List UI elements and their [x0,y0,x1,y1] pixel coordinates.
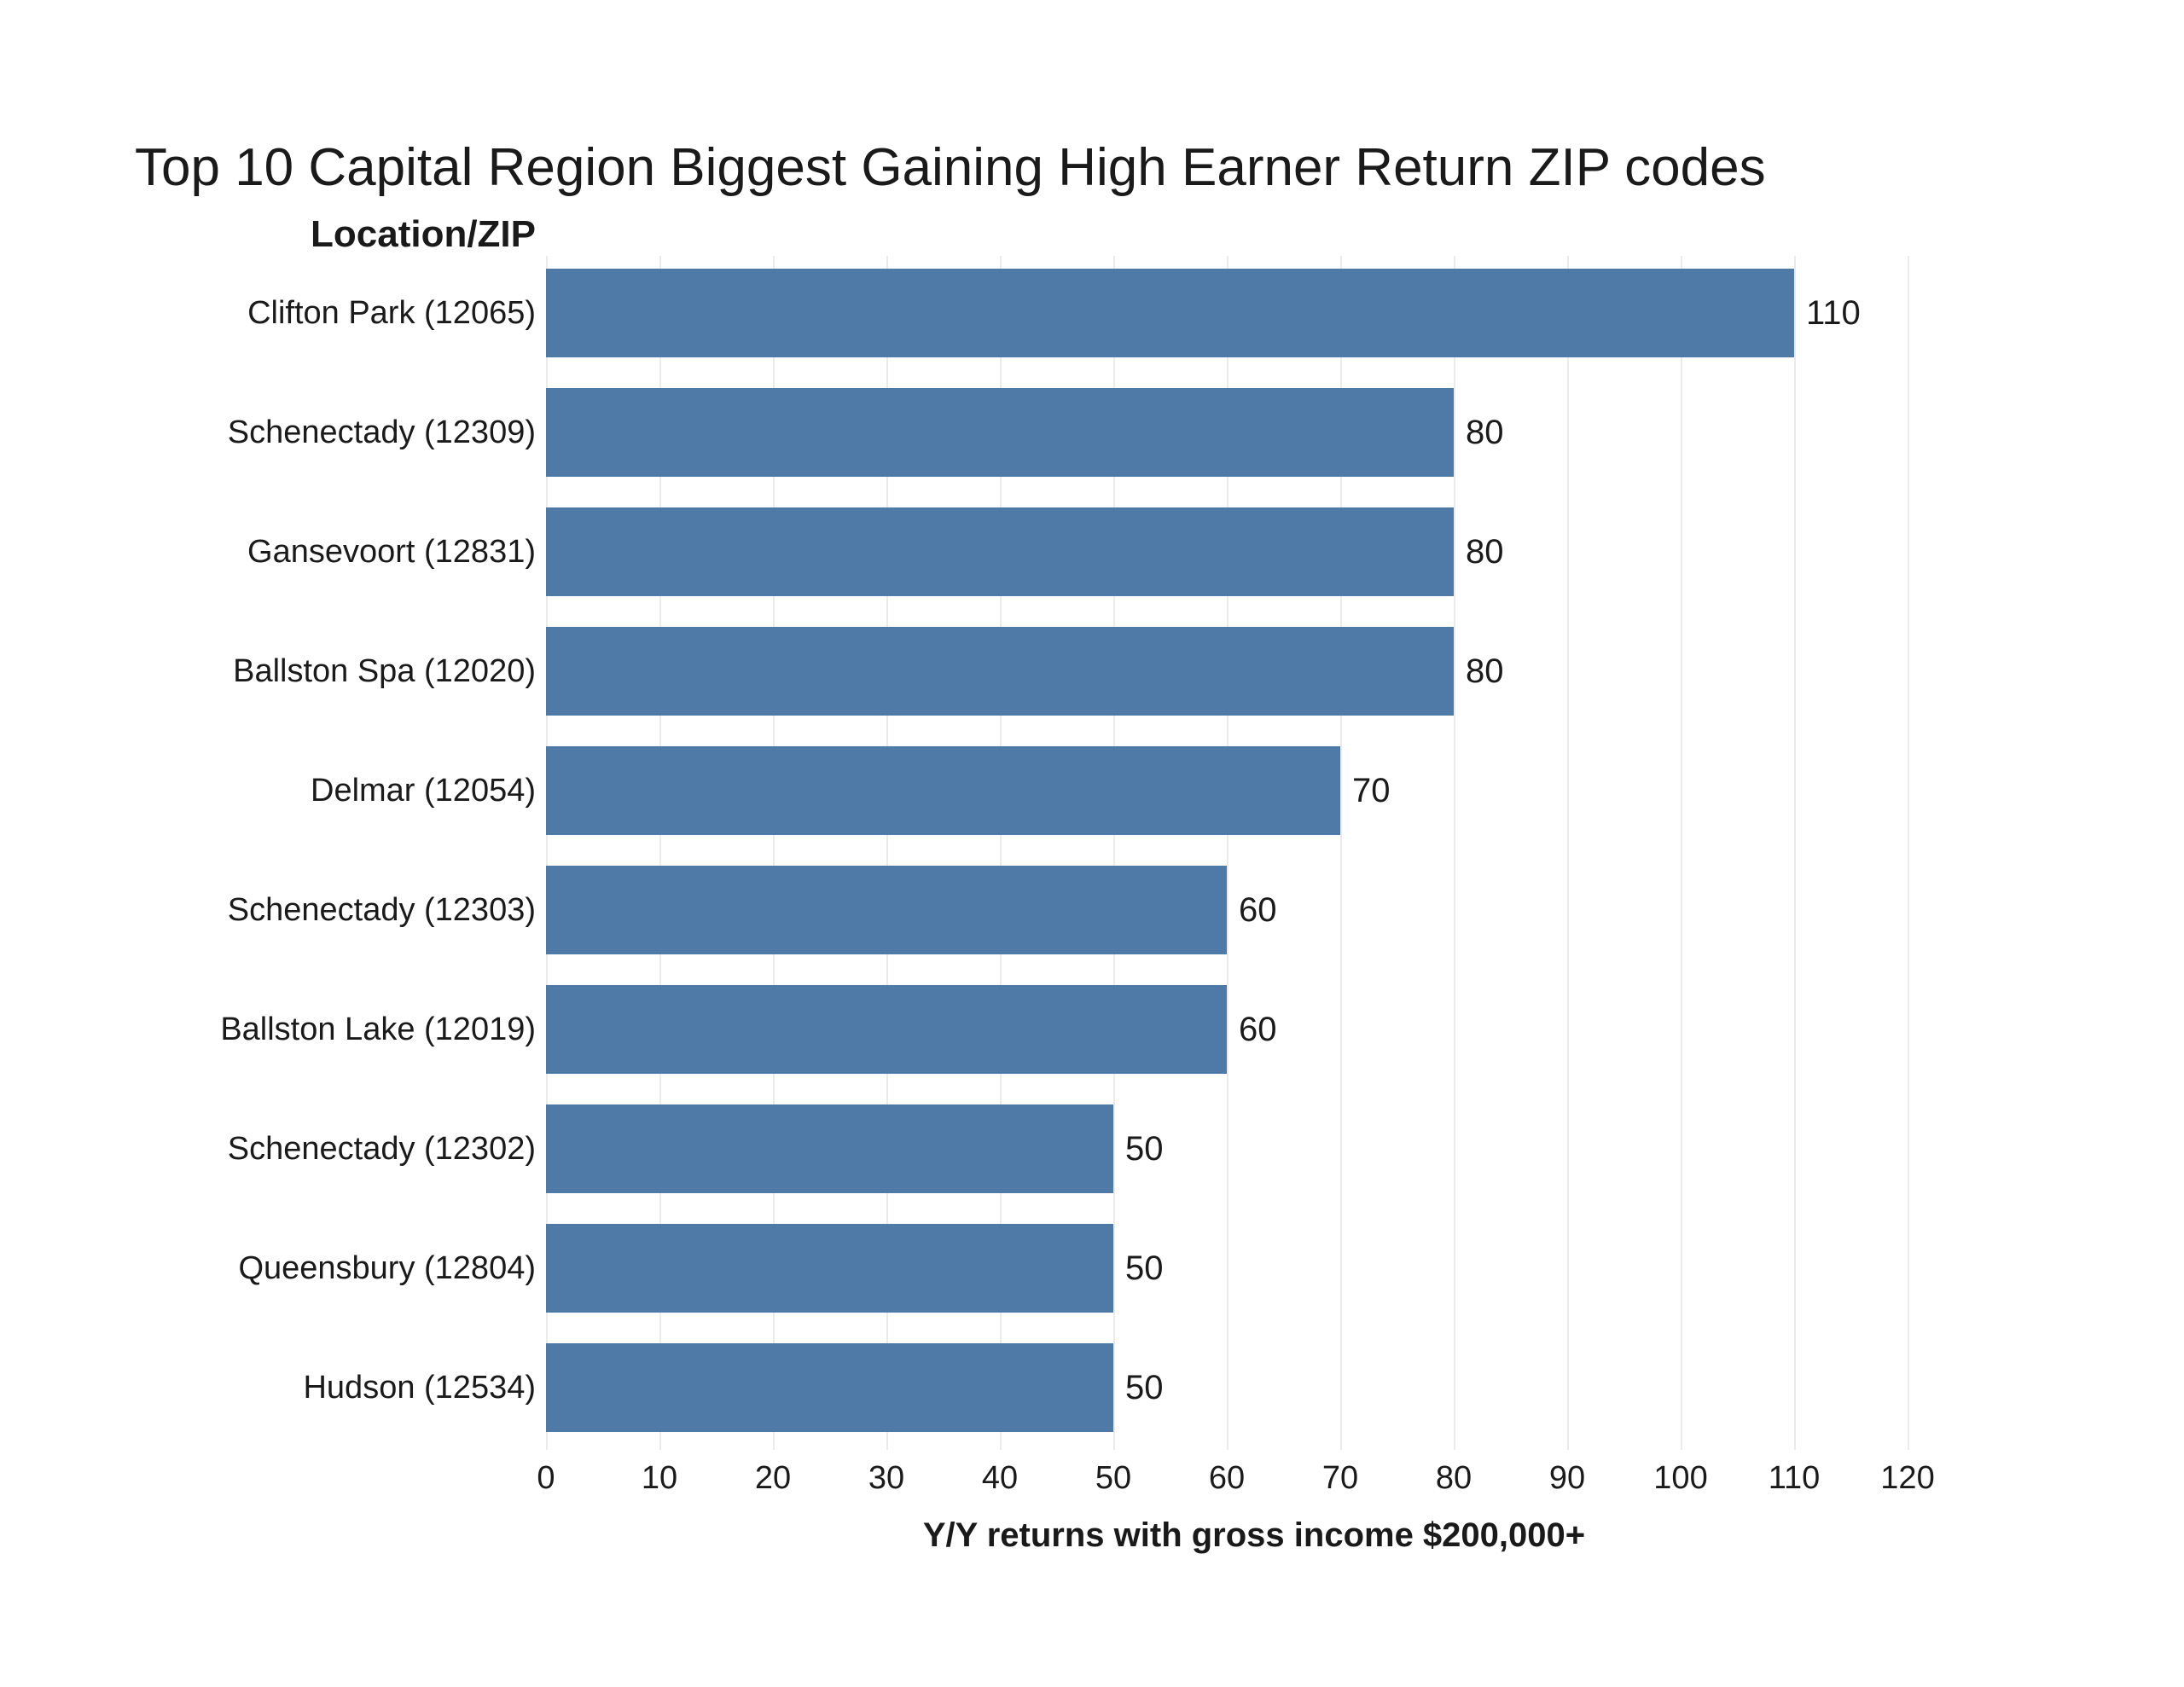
x-axis-title: Y/Y returns with gross income $200,000+ [922,1516,1586,1554]
bar-row: 80 [546,388,1504,477]
bar-value-label: 60 [1239,1010,1277,1048]
category-label: Schenectady (12303) [227,891,536,928]
bar-Schenectady (12309) [546,388,1454,477]
x-tick-label-70: 70 [1321,1460,1359,1496]
category-label: Schenectady (12309) [227,414,536,450]
bar-row: 110 [546,269,1861,357]
gridline-x-110 [1794,256,1796,1450]
x-tick-label-60: 60 [1208,1460,1246,1496]
bar-row: 60 [546,866,1277,954]
category-label: Ballston Spa (12020) [233,652,536,689]
x-tick-label-50: 50 [1095,1460,1132,1496]
gridline-x-100 [1681,256,1682,1450]
bar-Schenectady (12302) [546,1104,1113,1193]
bar-Gansevoort (12831) [546,507,1454,596]
bar-Ballston Lake (12019) [546,985,1227,1074]
bar-Schenectady (12303) [546,866,1227,954]
bar-value-label: 50 [1125,1129,1164,1168]
bar-row: 50 [546,1224,1164,1313]
bar-value-label: 50 [1125,1249,1164,1287]
bar-row: 50 [546,1104,1164,1193]
chart-title: Top 10 Capital Region Biggest Gaining Hi… [135,138,1766,197]
gridline-x-120 [1908,256,1909,1450]
bar-value-label: 80 [1466,413,1504,451]
bar-value-label: 110 [1806,293,1861,332]
category-label: Hudson (12534) [303,1369,536,1406]
x-tick-label-110: 110 [1768,1460,1821,1496]
x-tick-label-30: 30 [868,1460,905,1496]
category-label: Schenectady (12302) [227,1130,536,1167]
bar-row: 50 [546,1343,1164,1432]
gridline-x-40 [1000,256,1002,1450]
bar-value-label: 80 [1466,652,1504,690]
category-label: Gansevoort (12831) [247,533,536,570]
x-tick-label-0: 0 [537,1460,555,1496]
x-tick-label-90: 90 [1548,1460,1586,1496]
gridline-x-30 [886,256,888,1450]
bar-Ballston Spa (12020) [546,627,1454,716]
bar-row: 60 [546,985,1277,1074]
gridline-x-0 [546,256,548,1450]
bar-row: 80 [546,507,1504,596]
gridline-x-50 [1113,256,1115,1450]
x-tick-label-10: 10 [641,1460,678,1496]
x-tick-label-120: 120 [1880,1460,1935,1496]
plot-area: 110 80 80 80 70 60 60 50 50 50 [546,256,1962,1450]
x-tick-label-100: 100 [1653,1460,1708,1496]
category-label: Ballston Lake (12019) [220,1011,536,1047]
y-axis-header: Location/ZIP [311,213,536,255]
bar-row: 70 [546,746,1391,835]
category-label: Queensbury (12804) [238,1249,536,1286]
bar-Hudson (12534) [546,1343,1113,1432]
bar-value-label: 80 [1466,532,1504,571]
y-axis-labels: Clifton Park (12065) Schenectady (12309) G… [0,256,536,1450]
x-tick-label-20: 20 [754,1460,792,1496]
bar-Delmar (12054) [546,746,1340,835]
x-axis-tick-labels: 0 10 20 30 40 50 60 70 80 90 100 110 120 [0,1460,2184,1511]
gridline-x-10 [659,256,661,1450]
bar-value-label: 50 [1125,1368,1164,1406]
x-tick-label-40: 40 [981,1460,1019,1496]
bar-value-label: 60 [1239,890,1277,929]
gridline-x-70 [1340,256,1342,1450]
bar-value-label: 70 [1352,771,1391,809]
gridline-x-20 [773,256,775,1450]
gridline-x-80 [1454,256,1455,1450]
x-tick-label-80: 80 [1435,1460,1472,1496]
category-label: Clifton Park (12065) [247,294,536,331]
category-label: Delmar (12054) [311,772,536,809]
bar-Queensbury (12804) [546,1224,1113,1313]
bar-row: 80 [546,627,1504,716]
bar-Clifton Park (12065) [546,269,1794,357]
gridline-x-90 [1567,256,1569,1450]
gridline-x-60 [1227,256,1228,1450]
